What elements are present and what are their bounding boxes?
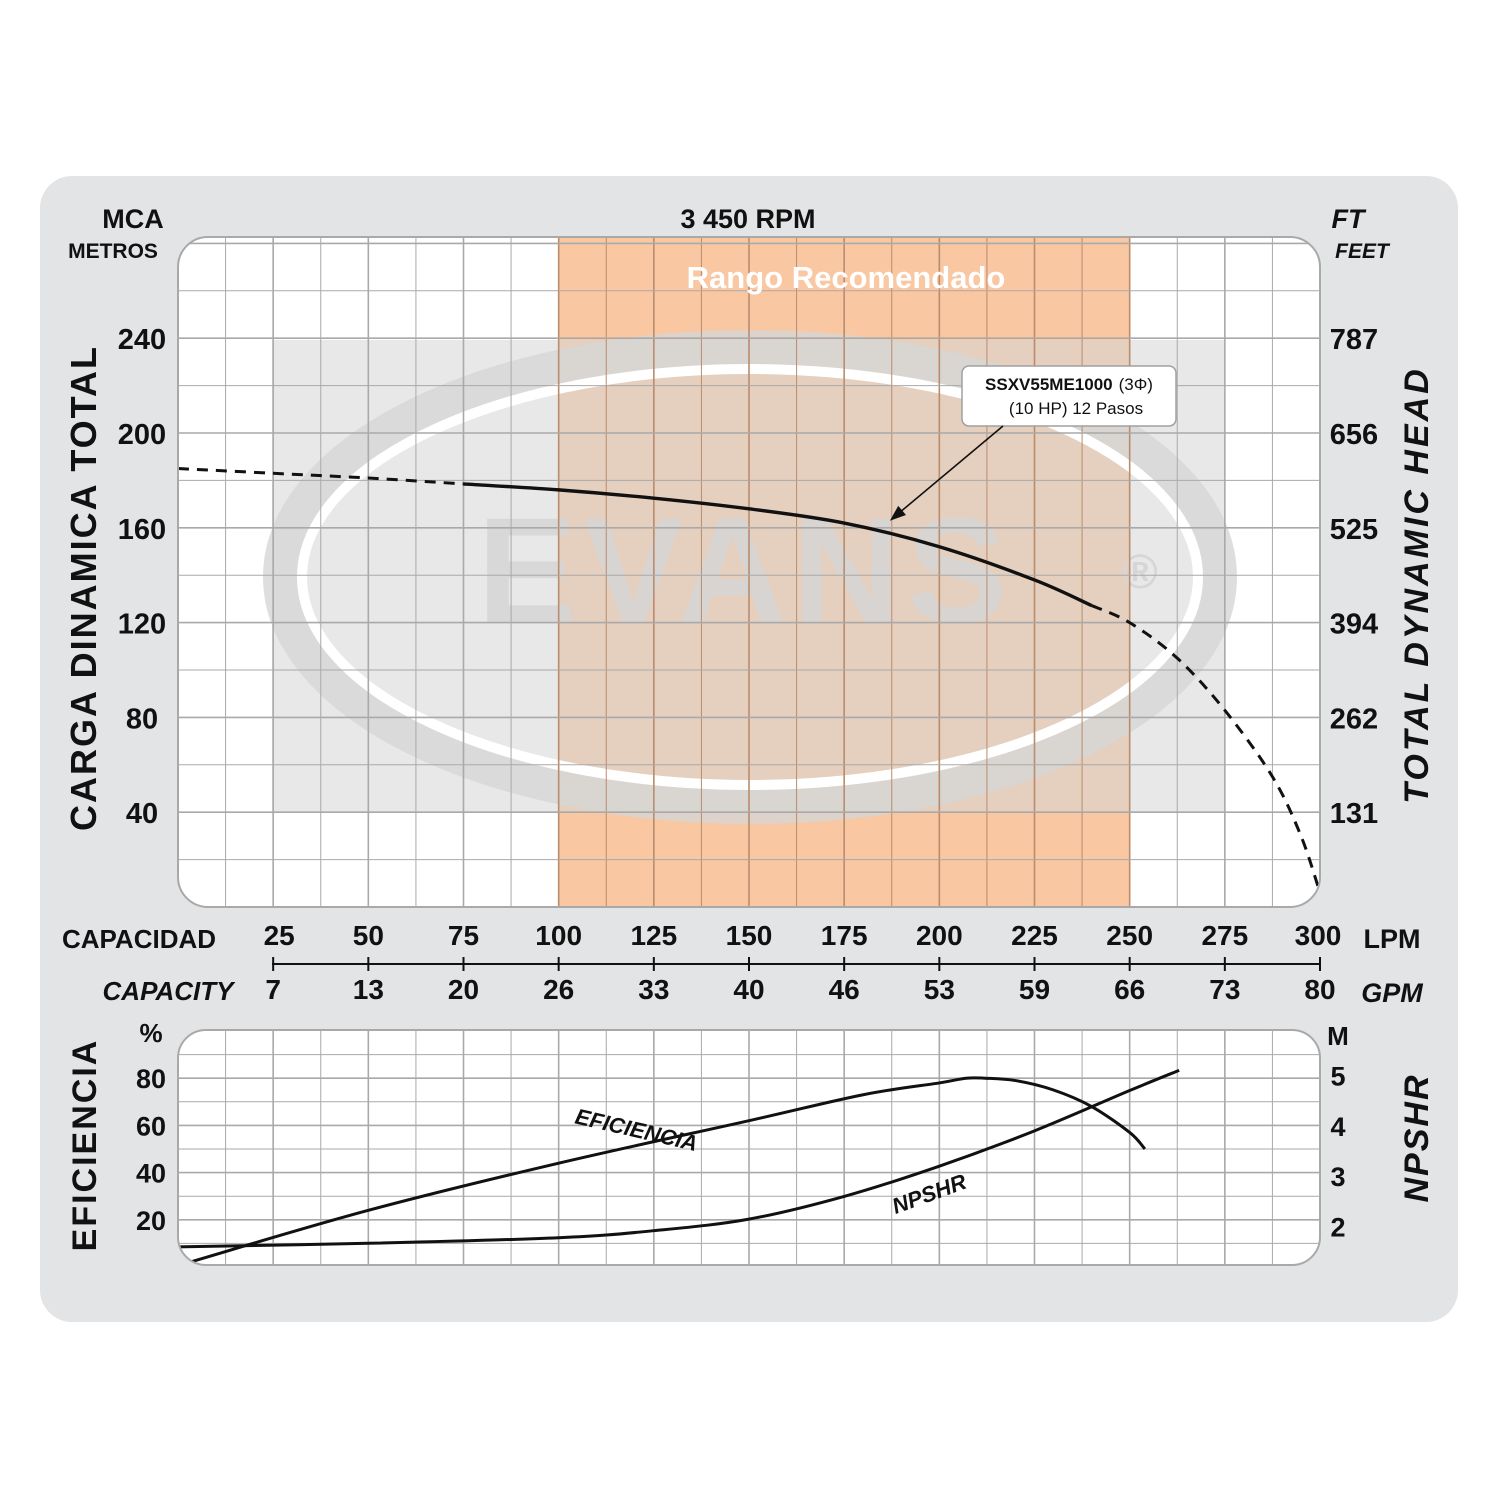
gpm-tick-label: 80 (1304, 974, 1335, 1005)
watermark-ellipse-outer (263, 330, 1237, 824)
gpm-tick-label: 59 (1019, 974, 1050, 1005)
npshr-y-tick-label: 4 (1330, 1112, 1345, 1142)
annotation-box (961, 365, 1177, 427)
head-y-axis-right-title: TOTAL DYNAMIC HEAD (1398, 366, 1436, 803)
gpm-tick-label: 26 (543, 974, 574, 1005)
model-annotation: SSXV55ME1000 (3Φ) (10 HP) 12 Pasos (889, 365, 1177, 521)
gpm-tick-label: 66 (1114, 974, 1145, 1005)
annotation-phase: (3Φ) (1119, 375, 1153, 394)
gpm-tick-label: 40 (733, 974, 764, 1005)
gpm-tick-label: 73 (1209, 974, 1240, 1005)
lpm-tick-label: 225 (1011, 920, 1058, 951)
head-y-tick-ft-label: 262 (1330, 703, 1378, 735)
head-plot-border (177, 236, 1321, 908)
head-y-tick-ft-label: 525 (1330, 514, 1378, 546)
lpm-tick-label: 125 (630, 920, 677, 951)
lpm-tick-label: 25 (264, 920, 295, 951)
head-y-tick-label: 200 (118, 419, 166, 451)
lpm-tick-label: 150 (726, 920, 773, 951)
head-curve-solid (463, 482, 1093, 608)
efficiency-y-ticks: 20 40 60 80 (136, 1064, 166, 1236)
right-unit-sub-label: FEET (1335, 240, 1391, 263)
npshr-y-tick-label: 3 (1330, 1162, 1345, 1192)
efficiency-y-tick-label: 80 (136, 1064, 166, 1094)
head-curve-dashed-right (1090, 604, 1320, 894)
npshr-y-ticks: 2 3 4 5 (1330, 1061, 1345, 1242)
efficiency-y-tick-label: 20 (136, 1206, 166, 1236)
efficiency-curve (189, 1076, 1147, 1264)
annotation-arrow-line (895, 425, 1004, 517)
lpm-tick-label: 75 (448, 920, 479, 951)
npshr-m-unit: M (1327, 1021, 1349, 1051)
gpm-unit-label: GPM (1361, 978, 1423, 1008)
efficiency-y-tick-label: 40 (136, 1159, 166, 1189)
lpm-tick-label: 200 (916, 920, 963, 951)
lpm-tick-label: 100 (535, 920, 582, 951)
head-y-tick-label: 40 (126, 798, 158, 830)
watermark-ellipse-inner (297, 364, 1203, 790)
head-y-ticks: 40 80 120 160 200 240 (118, 324, 166, 830)
annotation-line-1: SSXV55ME1000 (3Φ) (985, 375, 1153, 394)
head-curve-dashed-left (178, 467, 464, 486)
efficiency-percent-unit: % (139, 1018, 162, 1048)
gpm-tick-label: 20 (448, 974, 479, 1005)
left-unit-sub-label: METROS (68, 240, 158, 263)
head-y-tick-ft-label: 131 (1330, 798, 1378, 830)
gpm-tick-label: 33 (638, 974, 669, 1005)
npshr-y-tick-label: 5 (1330, 1061, 1345, 1091)
capacity-label: CAPACIDAD (62, 924, 216, 954)
left-unit-label: MCA (102, 204, 164, 234)
head-y-tick-label: 160 (118, 514, 166, 546)
lpm-tick-label: 300 (1295, 920, 1342, 951)
head-y-tick-ft-label: 787 (1330, 324, 1378, 356)
efficiency-plot-border (177, 1029, 1321, 1266)
npshr-curve (178, 1068, 1180, 1249)
lpm-tick-label: 250 (1106, 920, 1153, 951)
lpm-tick-label: 275 (1201, 920, 1248, 951)
lpm-unit-label: LPM (1364, 924, 1421, 954)
lpm-tick-label: 50 (353, 920, 384, 951)
annotation-detail: (10 HP) 12 Pasos (1009, 399, 1143, 418)
watermark-registered: ® (1122, 546, 1157, 599)
gpm-tick-label: 46 (829, 974, 860, 1005)
head-curve (178, 467, 1320, 894)
head-y-tick-label: 120 (118, 609, 166, 641)
gpm-tick-label: 7 (265, 974, 281, 1005)
efficiency-curves (178, 1068, 1180, 1264)
head-y-axis-title: CARGA DINAMICA TOTAL (63, 345, 104, 831)
head-y-tick-label: 80 (126, 703, 158, 735)
gpm-tick-label: 13 (353, 974, 384, 1005)
head-y-tick-ft-label: 656 (1330, 419, 1378, 451)
right-unit-label: FT (1332, 204, 1367, 234)
efficiency-y-axis-title: EFICIENCIA (66, 1039, 104, 1252)
annotation-arrow-head (889, 505, 906, 521)
efficiency-y-tick-label: 60 (136, 1111, 166, 1141)
gpm-tick-label: 53 (924, 974, 955, 1005)
annotation-model: SSXV55ME1000 (985, 375, 1113, 394)
lpm-tick-label: 175 (821, 920, 868, 951)
recommended-range-label: Rango Recomendado (687, 260, 1006, 295)
capacity-axis-ticks: 25 7 50 13 75 20 100 26 125 33 150 40 175 46 200 53 225 5… (264, 920, 1342, 1005)
capacity-label-en: CAPACITY (103, 976, 237, 1006)
rpm-title: 3 450 RPM (680, 204, 815, 234)
head-y-ticks-ft: 131 262 394 525 656 787 (1330, 324, 1378, 830)
head-y-tick-label: 240 (118, 324, 166, 356)
npshr-y-axis-title: NPSHR (1398, 1073, 1436, 1202)
head-y-tick-ft-label: 394 (1330, 609, 1378, 641)
npshr-y-tick-label: 2 (1330, 1213, 1345, 1243)
watermark-brand: EVANS (477, 486, 1013, 654)
